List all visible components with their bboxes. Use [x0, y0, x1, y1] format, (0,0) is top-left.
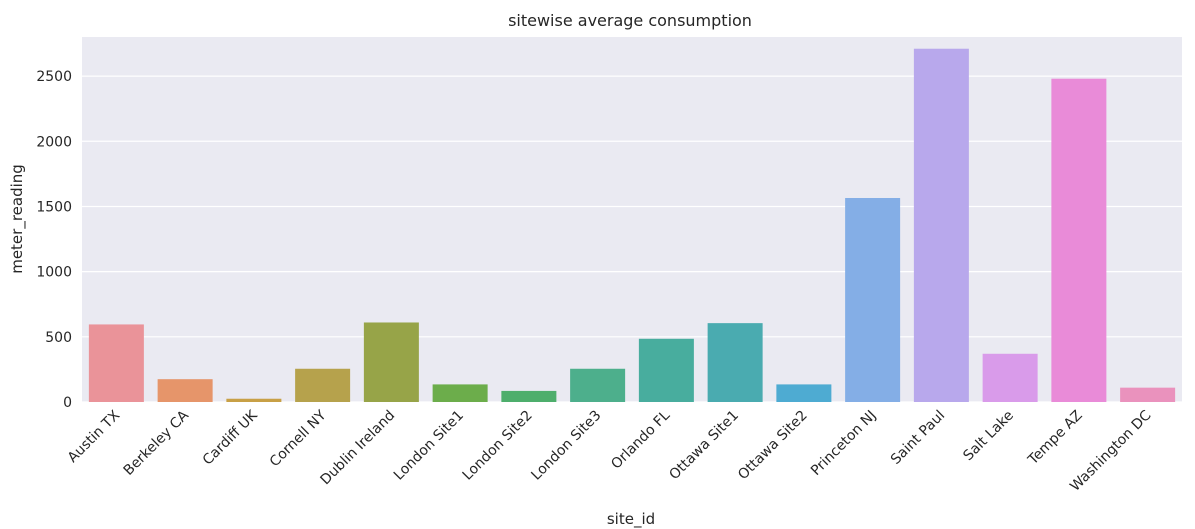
x-tick-label: Berkeley CA	[121, 407, 193, 479]
x-tick-label: Tempe AZ	[1025, 408, 1086, 469]
y-tick-label: 1000	[36, 265, 72, 281]
bars	[88, 48, 1176, 402]
bar-ottawa-site2	[776, 384, 832, 402]
bar-london-site2	[501, 390, 557, 402]
y-tick-label: 1500	[36, 199, 72, 215]
x-tick-label: Salt Lake	[960, 408, 1017, 465]
x-tick-label: Dublin Ireland	[318, 408, 399, 489]
x-tick-label: Cardiff UK	[200, 407, 262, 469]
chart-title: sitewise average consumption	[508, 11, 752, 30]
bar-tempe-az	[1051, 78, 1107, 402]
x-axis-label: site_id	[607, 510, 655, 529]
bar-london-site1	[432, 384, 488, 402]
bar-dublin-ireland	[363, 322, 419, 402]
y-tick-label: 0	[63, 395, 72, 411]
bar-cornell-ny	[295, 368, 351, 402]
y-tick-label: 500	[45, 330, 72, 346]
bar-orlando-fl	[638, 338, 694, 402]
x-tick-label: Saint Paul	[888, 408, 948, 468]
bar-washington-dc	[1120, 387, 1176, 402]
x-tick-label: Ottawa Site2	[735, 408, 811, 484]
bar-cardiff-uk	[226, 398, 282, 402]
bar-ottawa-site1	[707, 323, 763, 402]
x-tick-label: Orlando FL	[608, 407, 673, 472]
y-axis-label: meter_reading	[8, 164, 27, 274]
plot-area	[82, 37, 1182, 402]
y-tick-label: 2500	[36, 69, 72, 85]
bar-london-site3	[570, 368, 626, 402]
x-tick-label: London Site3	[528, 408, 604, 484]
x-tick-label: London Site1	[391, 408, 467, 484]
bar-salt-lake	[982, 353, 1038, 402]
x-tick-label: Princeton NJ	[808, 408, 879, 479]
y-tick-labels: 0 500 1000 1500 2000 2500	[36, 69, 72, 411]
x-tick-label: Ottawa Site1	[666, 408, 742, 484]
bar-austin-tx	[88, 324, 144, 402]
bar-princeton-nj	[845, 197, 901, 402]
x-tick-label: Cornell NY	[267, 407, 330, 470]
bar-berkeley-ca	[157, 379, 213, 402]
x-tick-label: Austin TX	[65, 407, 124, 466]
y-tick-label: 2000	[36, 134, 72, 150]
x-tick-label: London Site2	[460, 408, 536, 484]
bar-saint-paul	[913, 48, 969, 402]
